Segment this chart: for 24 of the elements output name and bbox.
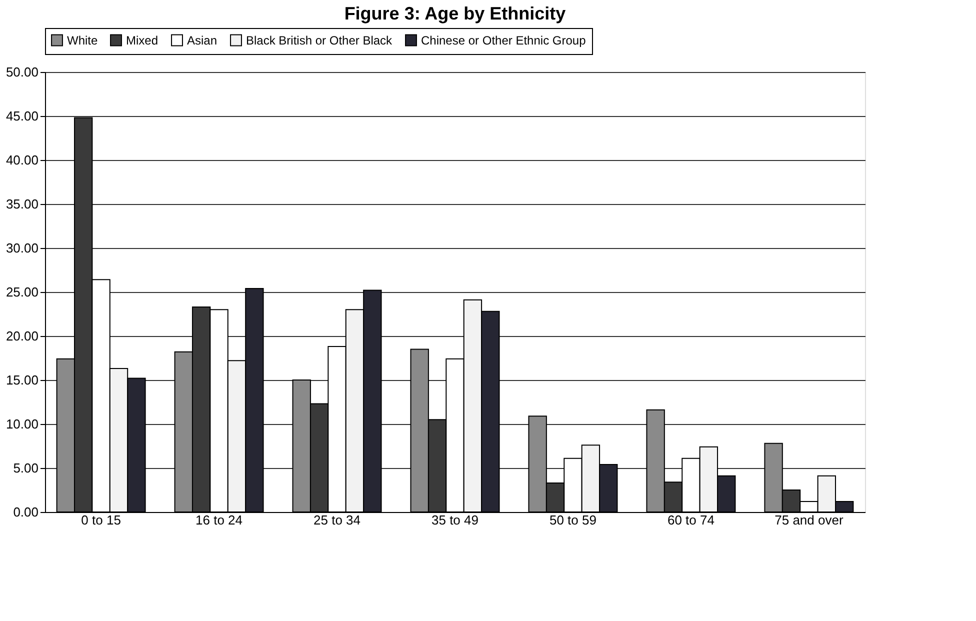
y-tick-label: 35.00 — [6, 196, 38, 212]
y-tick-label: 10.00 — [6, 416, 38, 432]
y-tick-label: 40.00 — [6, 152, 38, 168]
x-tick-label: 50 to 59 — [549, 512, 596, 528]
legend-label: Chinese or Other Ethnic Group — [421, 33, 586, 48]
y-tick-label: 25.00 — [6, 284, 38, 300]
x-tick-label: 0 to 15 — [81, 512, 121, 528]
legend-label: Black British or Other Black — [246, 33, 394, 48]
x-tick-label: 35 to 49 — [432, 512, 478, 528]
y-tick-label: 15.00 — [6, 372, 38, 388]
legend-label: Mixed — [126, 33, 158, 48]
x-tick-label: 16 to 24 — [196, 512, 243, 528]
y-tick-label: 5.00 — [13, 460, 38, 476]
chart-title: Figure 3: Age by Ethnicity — [344, 4, 566, 24]
x-tick-label: 60 to 74 — [667, 512, 714, 528]
legend-label: Asian — [187, 33, 218, 48]
y-tick-label: 50.00 — [6, 64, 38, 80]
y-tick-label: 0.00 — [13, 504, 38, 520]
y-tick-label: 45.00 — [6, 108, 38, 124]
x-tick-label: 75 and over — [774, 512, 844, 528]
y-tick-label: 20.00 — [6, 328, 38, 344]
legend-label: White — [67, 33, 98, 48]
x-tick-label: 25 to 34 — [314, 512, 361, 528]
y-tick-label: 30.00 — [6, 240, 38, 256]
